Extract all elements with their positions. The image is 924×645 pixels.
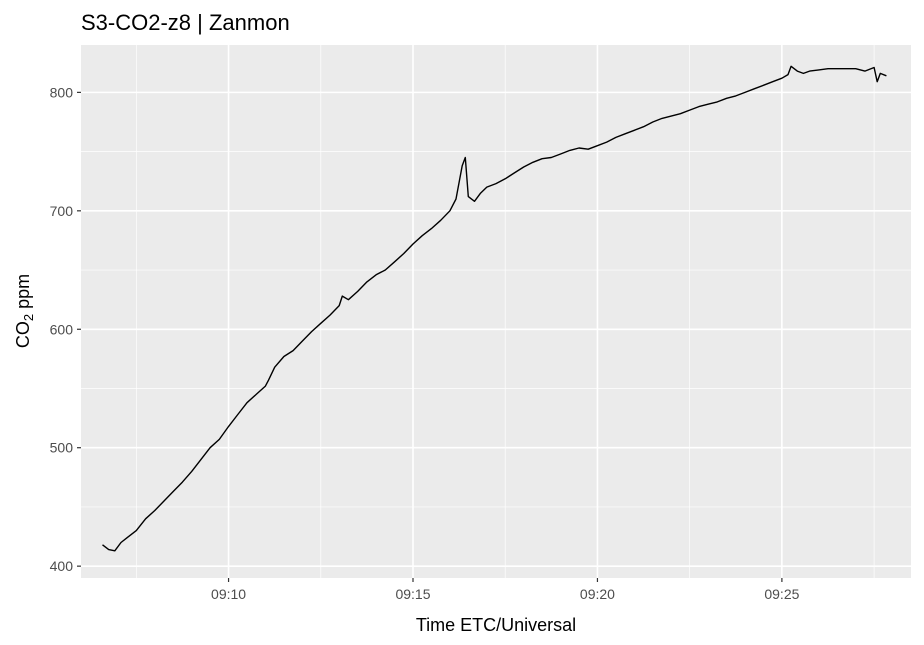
y-tick-label: 700 — [50, 203, 74, 219]
x-axis-title: Time ETC/Universal — [416, 615, 576, 635]
y-tick-label: 800 — [50, 84, 74, 100]
co2-series-line — [102, 65, 887, 552]
plot-panel — [81, 45, 911, 578]
minor-gridlines — [81, 45, 911, 578]
y-tick-label: 500 — [50, 440, 74, 456]
chart-title: S3-CO2-z8 | Zanmon — [81, 10, 290, 35]
tick-labels: 400 500 600 700 800 09:10 09:15 09:20 09:25 — [50, 84, 800, 602]
x-tick-label: 09:10 — [211, 586, 246, 602]
x-tick-label: 09:25 — [764, 586, 799, 602]
axis-ticks — [77, 91, 783, 582]
major-gridlines — [81, 45, 911, 578]
y-tick-label: 400 — [50, 558, 74, 574]
x-tick-label: 09:15 — [395, 586, 430, 602]
x-tick-label: 09:20 — [580, 586, 615, 602]
y-tick-label: 600 — [50, 321, 74, 337]
y-axis-title: CO2 ppm — [13, 274, 36, 348]
